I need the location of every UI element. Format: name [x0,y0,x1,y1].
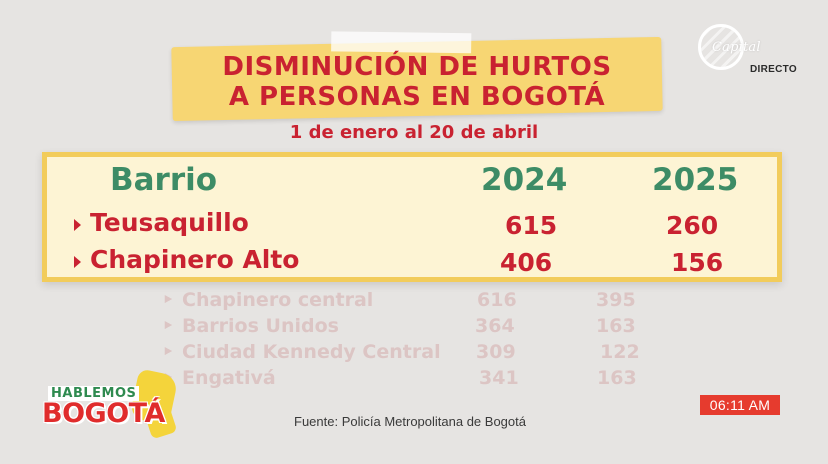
faded-row-barrio: Engativá [182,367,276,389]
row-value-2024: 406 [500,248,553,277]
faded-row-2025: 163 [596,315,636,337]
column-header-barrio: Barrio [110,162,218,198]
tape-decoration [331,31,472,54]
show-logo: HABLEMOS BOGOTÁ [38,368,179,442]
faded-row-2024: 309 [476,341,516,363]
channel-logo: Capital DIRECTO [698,24,798,84]
faded-row-2024: 364 [475,315,515,337]
faded-bullet-icon: ‣ [162,289,175,311]
column-header-2024: 2024 [481,162,568,198]
faded-row-barrio: Ciudad Kennedy Central [182,341,441,363]
bullet-arrow-icon [74,256,81,268]
faded-row-2025: 122 [600,341,640,363]
row-value-2025: 156 [671,248,724,277]
headline-title: DISMINUCIÓN DE HURTOS A PERSONAS EN BOGO… [172,52,662,112]
highlight-table-card [42,152,782,282]
channel-brand: Capital [712,40,761,55]
globe-ring-icon [698,24,744,70]
row-barrio: Teusaquillo [90,208,249,237]
broadcast-clock: 06:11 AM [700,395,780,415]
faded-bullet-icon: ‣ [162,341,175,363]
show-logo-top-text: HABLEMOS [48,386,140,401]
show-logo-main-text: BOGOTÁ [42,398,165,429]
bullet-arrow-icon [74,219,81,231]
headline-title-line1: DISMINUCIÓN DE HURTOS [222,52,612,82]
source-credit: Fuente: Policía Metropolitana de Bogotá [294,414,526,429]
live-status-label: DIRECTO [750,64,797,75]
row-barrio: Chapinero Alto [90,245,300,274]
column-header-2025: 2025 [652,162,739,198]
faded-row-2024: 616 [477,289,517,311]
faded-row-2025: 395 [596,289,636,311]
faded-row-2024: 341 [479,367,519,389]
headline-title-line2: A PERSONAS EN BOGOTÁ [228,82,606,112]
faded-row-2025: 163 [597,367,637,389]
row-value-2024: 615 [505,211,558,240]
faded-bullet-icon: ‣ [162,315,175,337]
row-value-2025: 260 [666,211,719,240]
faded-row-barrio: Chapinero central [182,289,374,311]
headline-period: 1 de enero al 20 de abril [289,122,539,143]
faded-row-barrio: Barrios Unidos [182,315,339,337]
